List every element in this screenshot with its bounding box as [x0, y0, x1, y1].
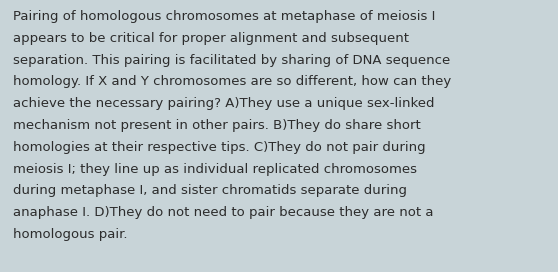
Text: homology. If X and Y chromosomes are so different, how can they: homology. If X and Y chromosomes are so … — [13, 75, 451, 88]
Text: homologies at their respective tips. C)They do not pair during: homologies at their respective tips. C)T… — [13, 141, 426, 154]
Text: homologous pair.: homologous pair. — [13, 228, 127, 241]
Text: Pairing of homologous chromosomes at metaphase of meiosis I: Pairing of homologous chromosomes at met… — [13, 10, 435, 23]
Text: appears to be critical for proper alignment and subsequent: appears to be critical for proper alignm… — [13, 32, 409, 45]
Text: during metaphase I, and sister chromatids separate during: during metaphase I, and sister chromatid… — [13, 184, 407, 197]
Text: achieve the necessary pairing? A)They use a unique sex-linked: achieve the necessary pairing? A)They us… — [13, 97, 435, 110]
Text: meiosis I; they line up as individual replicated chromosomes: meiosis I; they line up as individual re… — [13, 163, 417, 176]
Text: mechanism not present in other pairs. B)They do share short: mechanism not present in other pairs. B)… — [13, 119, 421, 132]
Text: anaphase I. D)They do not need to pair because they are not a: anaphase I. D)They do not need to pair b… — [13, 206, 434, 219]
Text: separation. This pairing is facilitated by sharing of DNA sequence: separation. This pairing is facilitated … — [13, 54, 450, 67]
